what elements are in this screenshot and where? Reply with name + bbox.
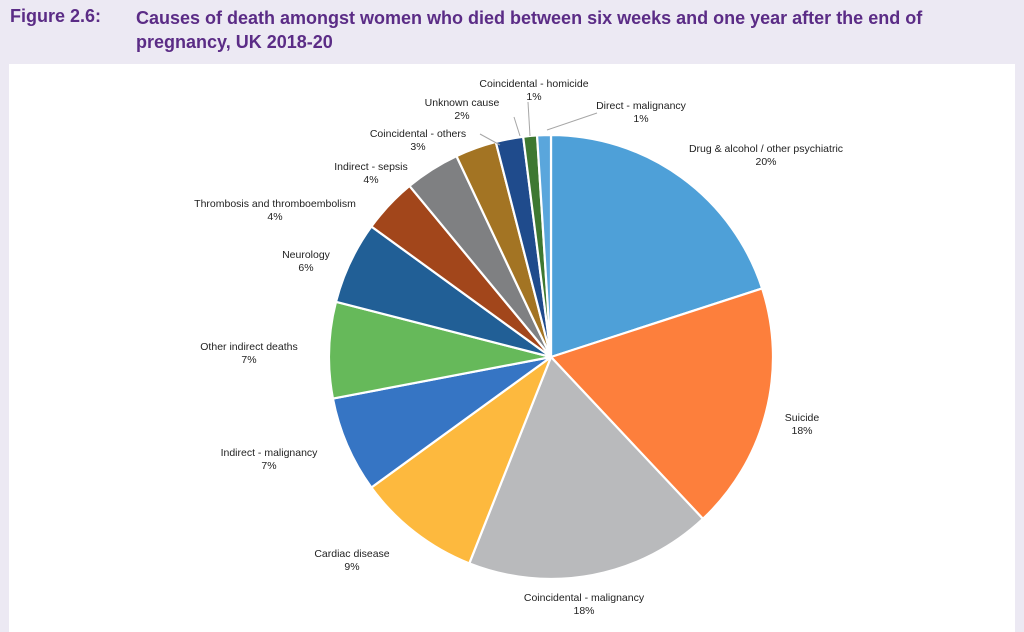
slice-value-indirect-malignancy: 7%	[261, 460, 276, 472]
slice-value-coincidental-others: 3%	[410, 141, 425, 153]
slice-label-direct-malignancy: Direct - malignancy	[596, 100, 687, 112]
slice-label-thrombosis-and-thromboembolism: Thrombosis and thromboembolism	[194, 198, 356, 210]
leader-line-unknown-cause	[513, 116, 521, 137]
figure-number: Figure 2.6:	[10, 6, 102, 26]
slice-label-unknown-cause: Unknown cause	[425, 97, 500, 109]
slice-label-indirect-sepsis: Indirect - sepsis	[334, 161, 408, 173]
slice-value-unknown-cause: 2%	[454, 110, 469, 122]
slice-value-direct-malignancy: 1%	[633, 113, 648, 125]
slice-value-coincidental-malignancy: 18%	[573, 605, 594, 617]
pie-slice-suicide	[549, 287, 775, 520]
pie-slice-direct-malignancy	[535, 133, 553, 359]
slice-value-suicide: 18%	[791, 425, 812, 437]
slice-label-neurology: Neurology	[282, 249, 331, 261]
slice-value-thrombosis-and-thromboembolism: 4%	[267, 211, 282, 223]
slice-label-cardiac-disease: Cardiac disease	[314, 548, 389, 560]
slice-label-coincidental-malignancy: Coincidental - malignancy	[524, 592, 645, 604]
slice-value-cardiac-disease: 9%	[344, 561, 359, 573]
leader-line-coincidental-others	[479, 133, 501, 146]
slice-label-coincidental-others: Coincidental - others	[370, 128, 466, 140]
slice-value-other-indirect-deaths: 7%	[241, 354, 256, 366]
slice-label-coincidental-homicide: Coincidental - homicide	[479, 78, 588, 90]
pie-slice-cardiac-disease	[370, 355, 553, 565]
pie-slice-coincidental-malignancy	[468, 355, 705, 581]
pie-slice-drug-alcohol-other-psychiatric	[549, 133, 764, 359]
slice-label-other-indirect-deaths: Other indirect deaths	[200, 341, 297, 353]
slice-value-neurology: 6%	[298, 262, 313, 274]
leader-line-coincidental-homicide	[527, 101, 531, 137]
slice-value-indirect-sepsis: 4%	[363, 174, 378, 186]
slice-label-suicide: Suicide	[785, 412, 820, 424]
figure-title: Causes of death amongst women who died b…	[136, 8, 923, 52]
chart-panel: Drug & alcohol / other psychiatric 20% Sui…	[9, 64, 1015, 632]
slice-value-drug-alcohol-other-psychiatric: 20%	[755, 156, 776, 168]
slice-label-indirect-malignancy: Indirect - malignancy	[221, 447, 319, 459]
leader-line-direct-malignancy	[546, 112, 598, 131]
slice-label-drug-alcohol-other-psychiatric: Drug & alcohol / other psychiatric	[689, 143, 843, 155]
slice-value-coincidental-homicide: 1%	[526, 91, 541, 103]
